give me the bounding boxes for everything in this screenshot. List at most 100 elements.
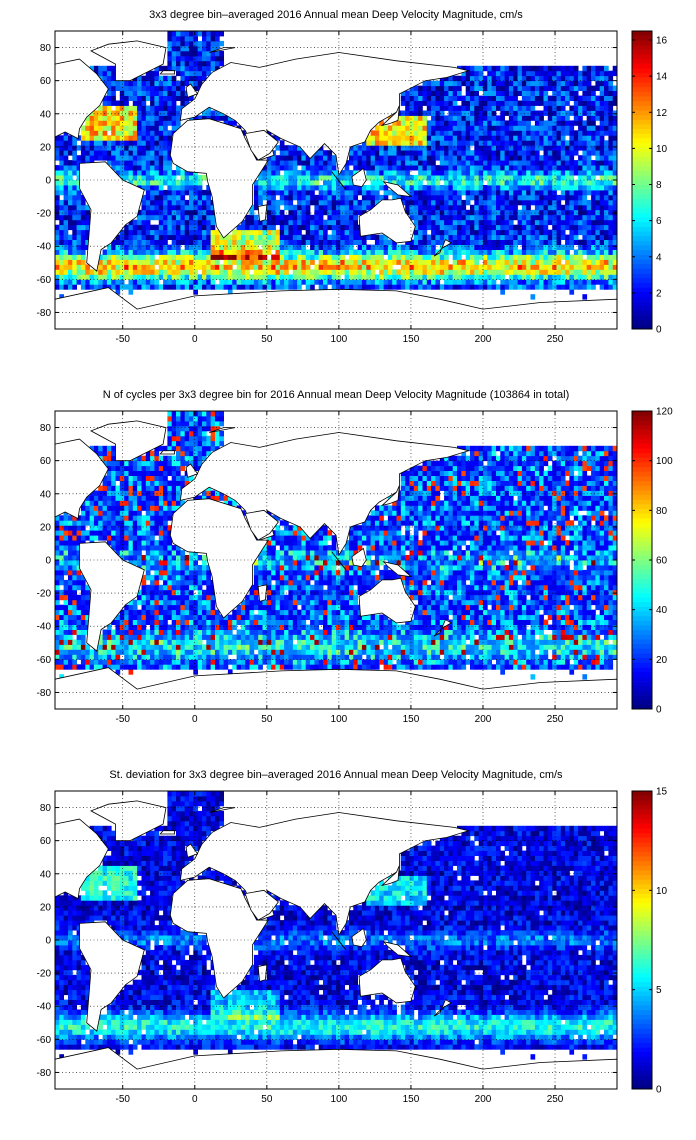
heatmap-bin <box>215 659 220 665</box>
heatmap-bin <box>132 254 138 260</box>
heatmap-bin <box>578 80 583 87</box>
heatmap-bin <box>608 664 614 670</box>
heatmap-bin <box>331 165 337 171</box>
heatmap-bin <box>137 130 142 136</box>
heatmap-bin <box>565 274 570 280</box>
heatmap-bin <box>483 185 488 191</box>
heatmap-bin <box>452 244 458 250</box>
heatmap-bin <box>361 269 367 275</box>
heatmap-bin <box>500 85 505 91</box>
heatmap-bin <box>483 239 488 245</box>
heatmap-bin <box>547 85 553 91</box>
heatmap-bin <box>508 80 514 87</box>
heatmap-bin <box>137 120 142 126</box>
heatmap-bin <box>513 85 518 91</box>
heatmap-bin <box>526 85 531 91</box>
heatmap-bin <box>271 254 276 260</box>
heatmap-bin <box>461 65 467 72</box>
heatmap-bin <box>210 274 216 280</box>
heatmap-bin <box>374 264 380 270</box>
heatmap-bin <box>508 264 514 270</box>
heatmap-bin <box>556 259 562 265</box>
heatmap-bin <box>93 130 99 136</box>
heatmap-bin <box>400 125 406 131</box>
heatmap-bin <box>422 659 428 665</box>
heatmap-bin <box>426 90 432 96</box>
heatmap-bin <box>85 264 90 270</box>
heatmap-bin <box>150 194 155 201</box>
heatmap-bin <box>202 214 207 221</box>
heatmap-bin <box>383 239 389 245</box>
heatmap-bin <box>279 175 285 181</box>
heatmap-bin <box>448 100 454 106</box>
heatmap-bin <box>599 90 605 96</box>
heatmap-bin <box>197 659 203 665</box>
heatmap-bin <box>448 194 454 201</box>
heatmap-bin <box>141 100 147 106</box>
heatmap-bin <box>128 80 134 87</box>
heatmap-bin <box>154 244 160 250</box>
heatmap-bin <box>565 239 570 245</box>
heatmap-bin <box>448 185 454 191</box>
heatmap-bin <box>128 105 134 111</box>
heatmap-bin <box>387 175 393 181</box>
heatmap-bin <box>387 254 393 260</box>
heatmap-bin <box>154 75 160 82</box>
heatmap-bin <box>275 274 281 280</box>
heatmap-bin <box>366 649 371 655</box>
heatmap-bin <box>444 269 449 275</box>
colorbar-segment <box>632 315 652 320</box>
heatmap-bin <box>487 85 492 91</box>
heatmap-bin <box>180 180 186 186</box>
heatmap-bin <box>150 165 155 171</box>
heatmap-bin <box>461 664 467 670</box>
heatmap-bin <box>435 654 441 660</box>
heatmap-bin <box>366 175 371 181</box>
heatmap-bin <box>132 229 138 236</box>
heatmap-bin <box>604 70 609 77</box>
heatmap-bin <box>608 180 614 186</box>
colorbar-segment <box>632 291 652 297</box>
heatmap-bin <box>167 279 173 285</box>
heatmap-bin <box>55 150 60 156</box>
heatmap-bin <box>569 155 575 161</box>
heatmap-bin <box>604 180 609 186</box>
heatmap-bin <box>141 649 147 655</box>
heatmap-bin <box>543 95 549 101</box>
heatmap-bin <box>521 165 527 171</box>
heatmap-bin <box>604 155 609 161</box>
heatmap-bin <box>154 229 160 236</box>
heatmap-bin <box>586 85 592 91</box>
heatmap-bin <box>349 204 354 211</box>
heatmap-bin <box>171 85 177 91</box>
heatmap-bin <box>517 229 523 236</box>
heatmap-bin <box>556 279 562 285</box>
heatmap-bin <box>552 234 557 240</box>
heatmap-bin <box>565 160 570 166</box>
heatmap-bin <box>508 185 514 191</box>
heatmap-bin <box>284 264 289 270</box>
heatmap-bin <box>508 214 514 221</box>
heatmap-bin <box>465 115 471 121</box>
heatmap-bin <box>158 90 164 96</box>
heatmap-bin <box>534 110 540 116</box>
heatmap-bin <box>119 175 125 181</box>
heatmap-bin <box>336 654 341 660</box>
heatmap-bin <box>370 249 376 255</box>
heatmap-bin <box>193 65 198 72</box>
heatmap-bin <box>331 659 337 665</box>
heatmap-bin <box>128 170 134 176</box>
heatmap-bin <box>543 209 549 216</box>
heatmap-bin <box>547 664 553 670</box>
heatmap-bin <box>405 239 410 245</box>
heatmap-bin <box>132 224 138 231</box>
heatmap-bin <box>387 155 393 161</box>
heatmap-bin <box>569 130 575 136</box>
heatmap-bin <box>249 209 255 216</box>
heatmap-bin <box>552 145 557 151</box>
heatmap-bin <box>331 654 337 660</box>
heatmap-bin <box>288 224 294 231</box>
heatmap-bin <box>461 259 467 265</box>
heatmap-bin <box>504 659 510 665</box>
heatmap-bin <box>115 664 121 670</box>
